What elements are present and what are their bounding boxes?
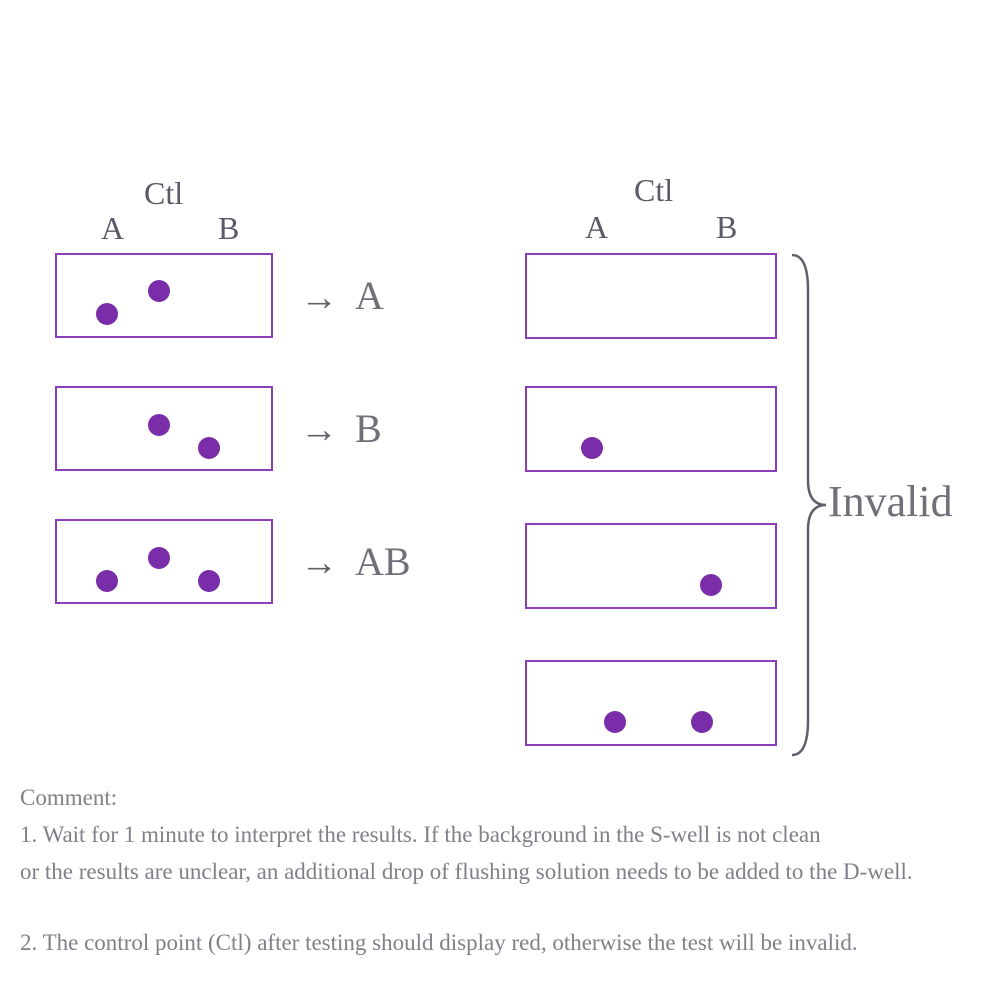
dot-inv-a — [581, 437, 603, 459]
dot-a-a — [96, 303, 118, 325]
dot-inv-ab-b — [691, 711, 713, 733]
dot-ab-b — [198, 570, 220, 592]
result-a: A — [355, 272, 384, 319]
right-b-label: B — [716, 209, 737, 246]
invalid-label: Invalid — [828, 476, 953, 527]
arrow-ab: → — [300, 541, 338, 585]
comment-line-3: 2. The control point (Ctl) after testing… — [20, 930, 858, 956]
dot-b-b — [198, 437, 220, 459]
diagram-canvas: A Ctl B A Ctl B → A → B → AB Invalid Com… — [0, 0, 1000, 1000]
left-a-label: A — [101, 210, 124, 247]
dot-ab-ctl — [148, 547, 170, 569]
invalid-box-bonly — [525, 523, 777, 609]
dot-inv-b — [700, 574, 722, 596]
comment-line-2: or the results are unclear, an additiona… — [20, 859, 913, 885]
left-ctl-label: Ctl — [144, 175, 183, 212]
dot-inv-ab-a — [604, 711, 626, 733]
arrow-b: → — [300, 408, 338, 452]
invalid-box-ab-noctl — [525, 660, 777, 746]
comment-line-1: 1. Wait for 1 minute to interpret the re… — [20, 822, 821, 848]
right-ctl-label: Ctl — [634, 172, 673, 209]
dot-b-ctl — [148, 414, 170, 436]
result-ab: AB — [355, 538, 411, 585]
invalid-brace — [790, 250, 830, 760]
comment-heading: Comment: — [20, 785, 117, 811]
dot-a-ctl — [148, 280, 170, 302]
result-b: B — [355, 405, 382, 452]
dot-ab-a — [96, 570, 118, 592]
invalid-box-aonly — [525, 386, 777, 472]
left-b-label: B — [218, 210, 239, 247]
arrow-a: → — [300, 276, 338, 320]
invalid-box-empty — [525, 253, 777, 339]
right-a-label: A — [585, 209, 608, 246]
